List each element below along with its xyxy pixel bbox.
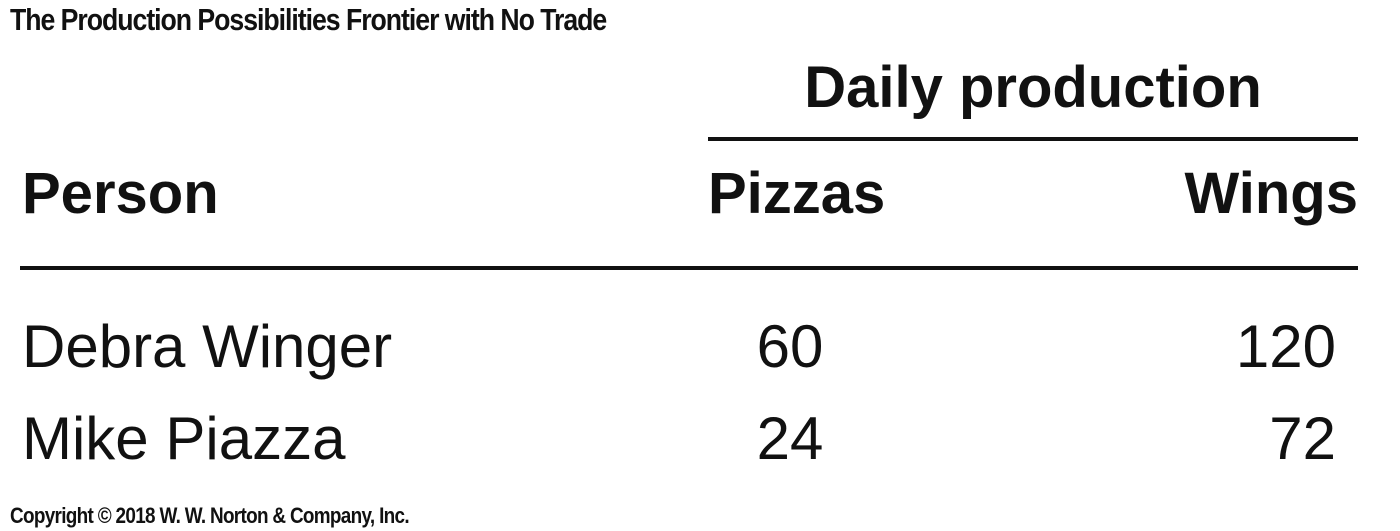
copyright-notice: Copyright © 2018 W. W. Norton & Company,…	[10, 503, 410, 528]
pizzas-cell: 60	[756, 313, 824, 380]
group-header-rule	[708, 137, 1358, 141]
table-row: Mike Piazza 24 72	[0, 404, 1400, 474]
person-cell: Mike Piazza	[22, 405, 346, 472]
wings-cell: 72	[1269, 405, 1336, 472]
column-header-person: Person	[22, 161, 219, 226]
table-row: Debra Winger 60 120	[0, 312, 1400, 382]
column-header-pizzas: Pizzas	[708, 161, 886, 226]
header-rule	[20, 266, 1358, 270]
wings-cell: 120	[1235, 313, 1336, 380]
group-header-daily-production: Daily production	[804, 55, 1262, 120]
person-cell: Debra Winger	[22, 313, 393, 380]
pizzas-cell: 24	[756, 405, 824, 472]
column-header-wings: Wings	[1184, 161, 1358, 226]
page-title: The Production Possibilities Frontier wi…	[10, 2, 607, 37]
